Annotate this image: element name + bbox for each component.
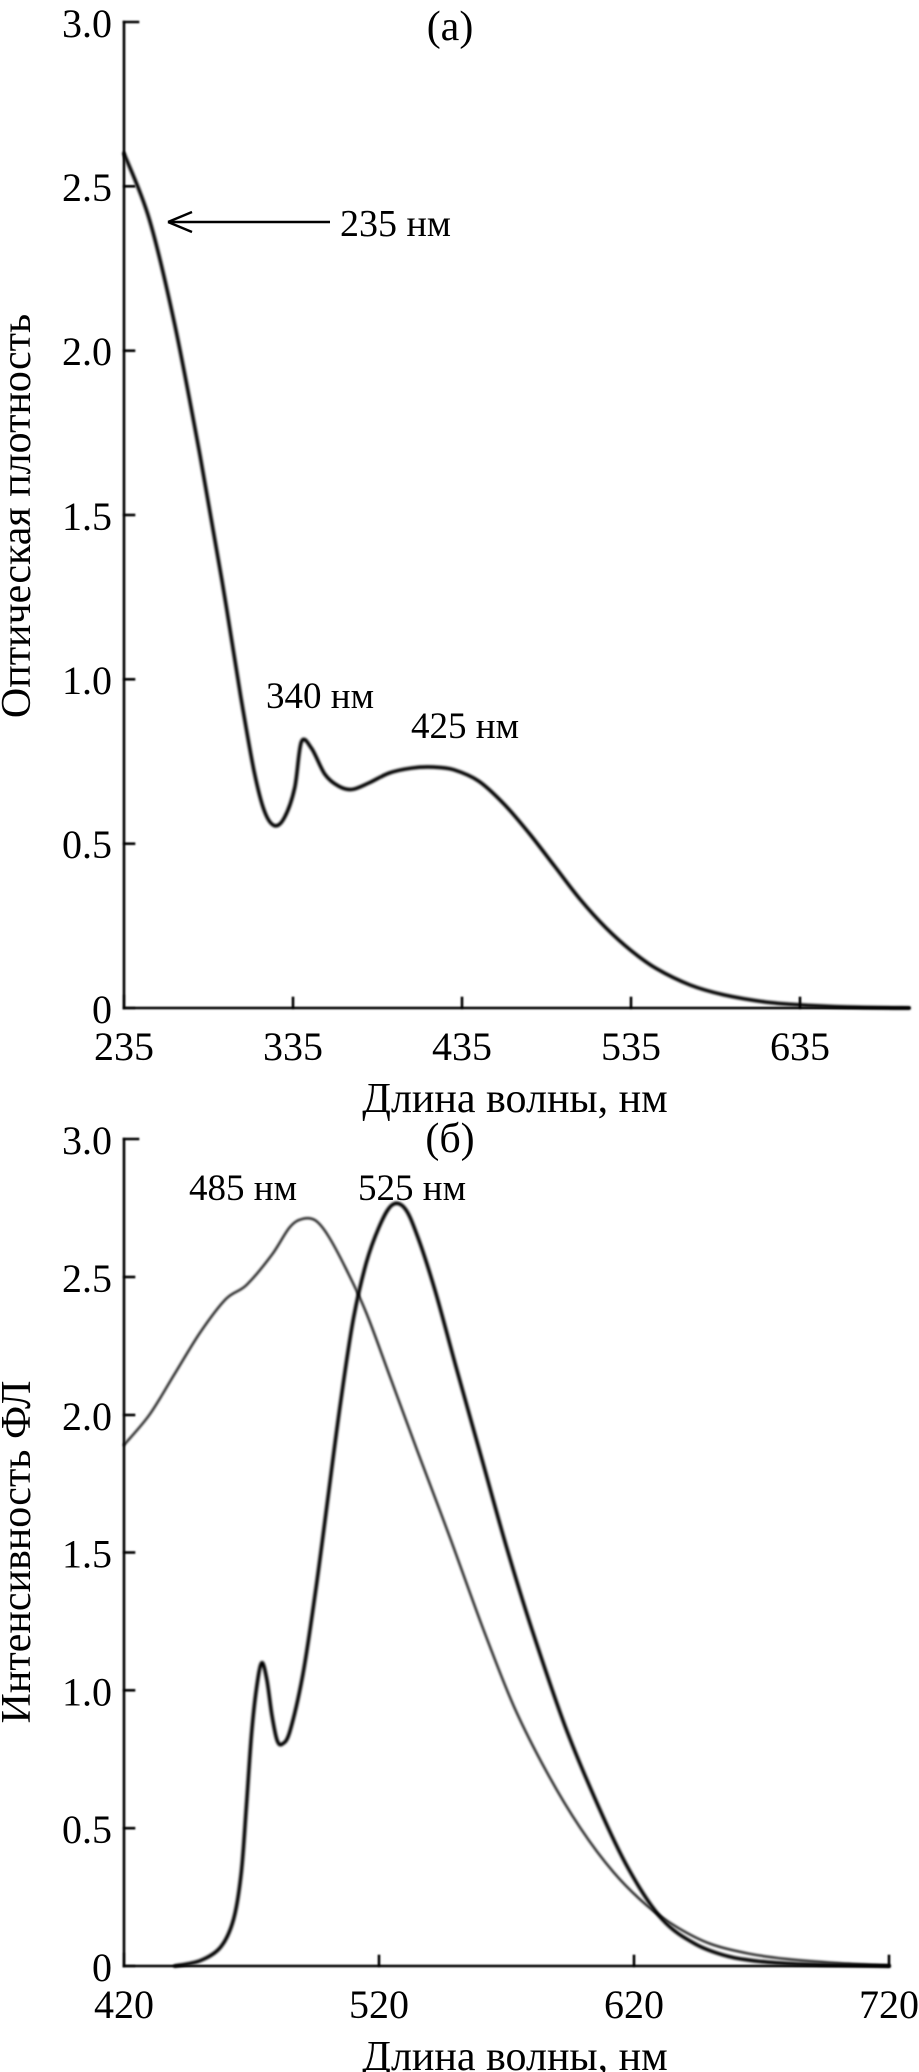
svg-text:2.0: 2.0 bbox=[62, 329, 112, 374]
svg-text:2.5: 2.5 bbox=[62, 1256, 112, 1301]
svg-text:235 нм: 235 нм bbox=[340, 203, 451, 245]
svg-text:1.5: 1.5 bbox=[62, 1532, 112, 1577]
svg-text:720: 720 bbox=[859, 1982, 919, 2027]
svg-text:235: 235 bbox=[94, 1024, 154, 1069]
svg-text:420: 420 bbox=[94, 1982, 154, 2027]
svg-text:1.5: 1.5 bbox=[62, 494, 112, 539]
svg-text:(б): (б) bbox=[425, 1116, 474, 1162]
svg-text:485 нм: 485 нм bbox=[189, 1168, 297, 1209]
svg-text:Длина волны, нм: Длина волны, нм bbox=[362, 2034, 667, 2072]
svg-text:(а): (а) bbox=[427, 4, 474, 50]
svg-text:0.5: 0.5 bbox=[62, 822, 112, 867]
svg-text:520: 520 bbox=[349, 1982, 409, 2027]
svg-text:525 нм: 525 нм bbox=[358, 1168, 466, 1209]
svg-text:0.5: 0.5 bbox=[62, 1807, 112, 1852]
svg-text:635: 635 bbox=[770, 1024, 830, 1069]
svg-text:Интенсивность ФЛ: Интенсивность ФЛ bbox=[0, 1381, 40, 1724]
svg-text:340 нм: 340 нм bbox=[266, 676, 374, 717]
svg-text:3.0: 3.0 bbox=[62, 1, 112, 46]
svg-text:3.0: 3.0 bbox=[62, 1118, 112, 1163]
svg-text:Оптическая плотность: Оптическая плотность bbox=[0, 314, 40, 718]
svg-text:535: 535 bbox=[601, 1024, 661, 1069]
svg-text:435: 435 bbox=[432, 1024, 492, 1069]
svg-text:335: 335 bbox=[263, 1024, 323, 1069]
svg-text:1.0: 1.0 bbox=[62, 1669, 112, 1714]
svg-text:425 нм: 425 нм bbox=[411, 706, 519, 747]
svg-text:1.0: 1.0 bbox=[62, 658, 112, 703]
svg-text:620: 620 bbox=[604, 1982, 664, 2027]
svg-text:2.5: 2.5 bbox=[62, 165, 112, 210]
svg-text:2.0: 2.0 bbox=[62, 1394, 112, 1439]
svg-text:Длина волны, нм: Длина волны, нм bbox=[362, 1076, 667, 1122]
